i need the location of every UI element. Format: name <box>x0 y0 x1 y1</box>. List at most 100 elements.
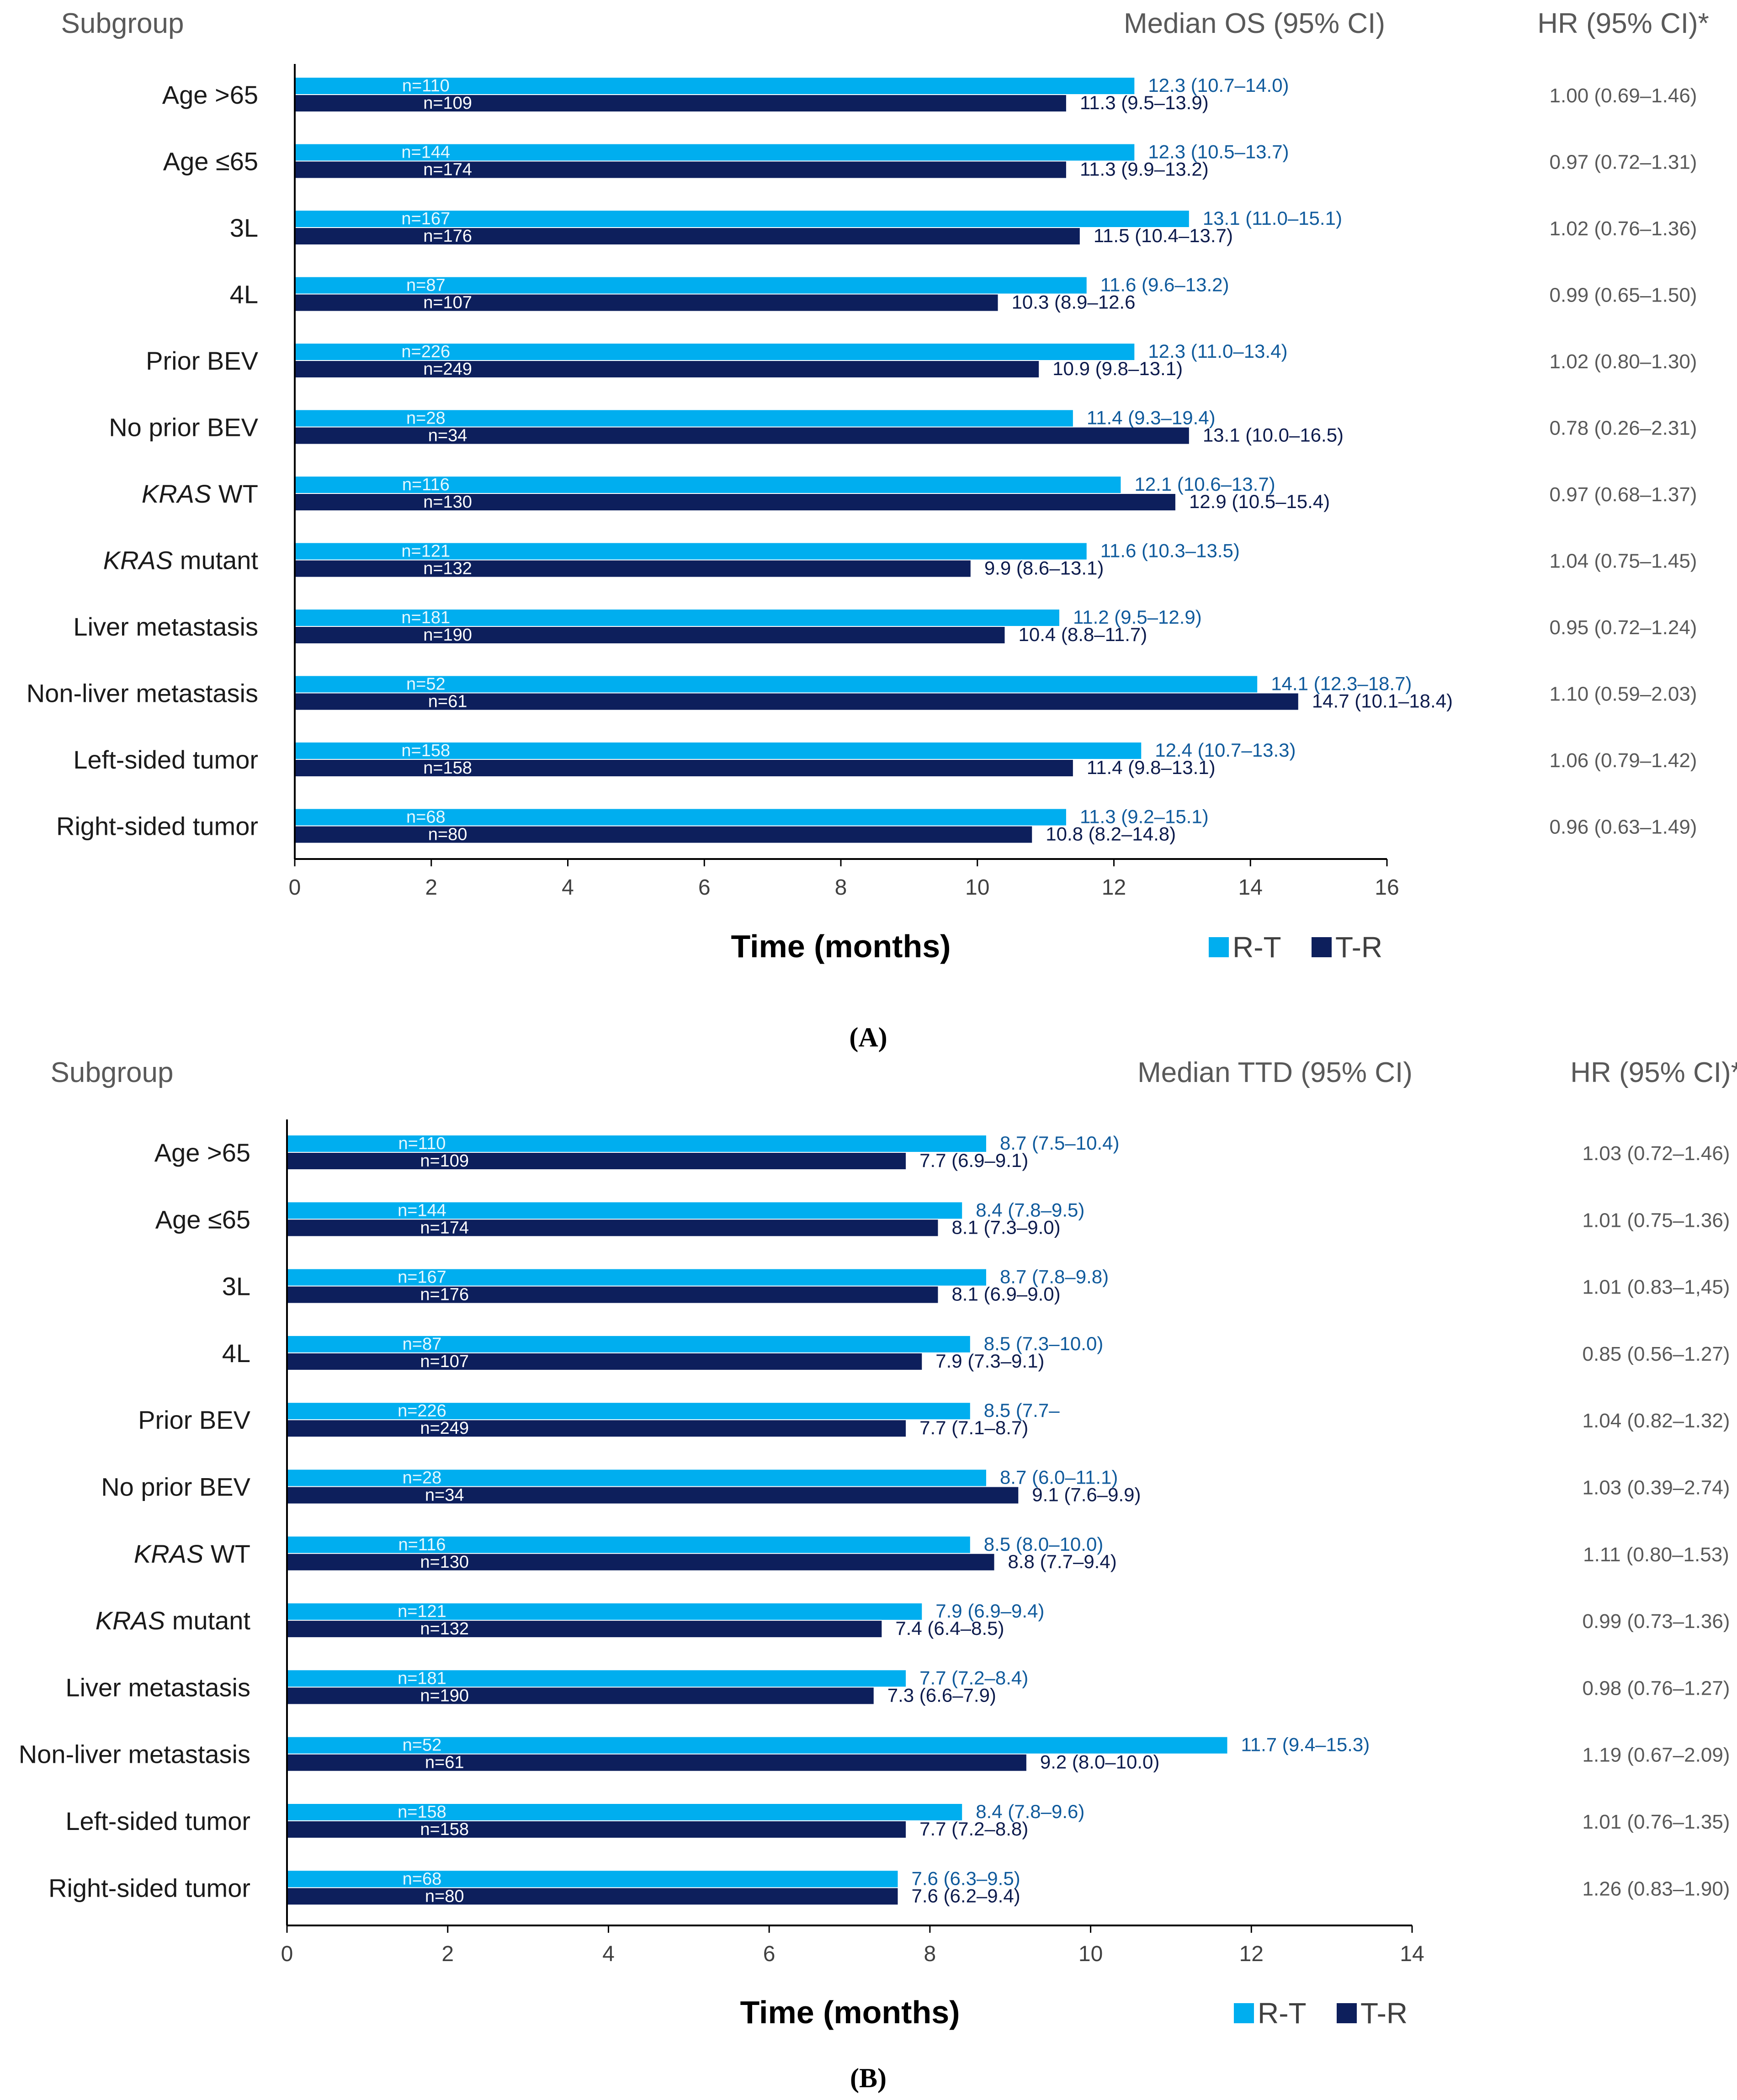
value-label-tr: 7.7 (7.1–8.7) <box>919 1417 1028 1438</box>
n-label-rt: n=226 <box>398 1401 446 1421</box>
bar-rt <box>287 1871 898 1888</box>
bar-tr <box>295 760 1073 776</box>
bar-tr <box>295 560 971 577</box>
x-tick-label: 14 <box>1238 875 1263 900</box>
n-label-tr: n=176 <box>420 1285 469 1305</box>
legend-label-tr: T-R <box>1335 931 1382 964</box>
bar-tr <box>287 1487 1019 1504</box>
x-tick-label: 2 <box>441 1942 454 1966</box>
header-median: Median TTD (95% CI) <box>1137 1057 1413 1088</box>
hr-value: 0.98 (0.76–1.27) <box>1583 1677 1730 1699</box>
bar-rt <box>287 1135 986 1152</box>
x-tick-label: 4 <box>602 1942 615 1966</box>
value-label-rt: 8.5 (8.0–10.0) <box>984 1533 1104 1555</box>
hr-value: 1.04 (0.82–1.32) <box>1583 1410 1730 1432</box>
n-label-tr: n=107 <box>423 293 472 313</box>
n-label-tr: n=176 <box>423 227 472 246</box>
category-label: Age >65 <box>162 80 258 109</box>
value-label-tr: 13.1 (10.0–16.5) <box>1203 424 1344 446</box>
hr-value: 1.10 (0.59–2.03) <box>1550 683 1697 705</box>
n-label-tr: n=61 <box>428 692 467 711</box>
n-label-tr: n=130 <box>420 1553 469 1572</box>
value-label-tr: 11.3 (9.5–13.9) <box>1080 92 1209 113</box>
value-label-rt: 12.3 (11.0–13.4) <box>1148 340 1287 362</box>
n-label-rt: n=68 <box>403 1869 442 1888</box>
bar-rt <box>287 1336 970 1352</box>
value-label-rt: 14.1 (12.3–18.7) <box>1271 673 1412 695</box>
value-label-tr: 10.3 (8.9–12.6 <box>1012 292 1136 313</box>
x-axis-title: Time (months) <box>740 1994 960 2030</box>
category-label: KRAS mutant <box>96 1606 251 1635</box>
category-label: Age ≤65 <box>155 1205 250 1234</box>
n-label-tr: n=34 <box>425 1486 464 1505</box>
category-label: Left-sided tumor <box>65 1807 250 1835</box>
x-tick-label: 12 <box>1239 1942 1264 1966</box>
bar-tr <box>295 427 1189 444</box>
bar-rt <box>295 742 1142 759</box>
n-label-rt: n=181 <box>401 608 450 627</box>
value-label-tr: 7.4 (6.4–8.5) <box>895 1617 1004 1639</box>
value-label-tr: 7.9 (7.3–9.1) <box>935 1350 1044 1372</box>
legend-swatch-tr <box>1312 937 1332 957</box>
bar-tr <box>295 627 1005 643</box>
legend-label-rt: R-T <box>1258 1997 1307 2030</box>
x-tick-label: 16 <box>1375 875 1399 900</box>
value-label-tr: 9.9 (8.6–13.1) <box>984 557 1104 579</box>
hr-value: 0.95 (0.72–1.24) <box>1550 616 1697 639</box>
header-hr: HR (95% CI)* <box>1537 8 1709 39</box>
n-label-rt: n=158 <box>398 1803 446 1822</box>
value-label-rt: 13.1 (11.0–15.1) <box>1203 207 1342 229</box>
value-label-rt: 11.3 (9.2–15.1) <box>1080 806 1209 827</box>
n-label-rt: n=167 <box>398 1268 446 1287</box>
n-label-tr: n=80 <box>428 825 467 844</box>
header-subgroup: Subgroup <box>51 1057 174 1088</box>
n-label-tr: n=158 <box>420 1820 469 1839</box>
n-label-tr: n=249 <box>423 360 472 379</box>
x-tick-label: 14 <box>1400 1942 1424 1966</box>
value-label-rt: 8.7 (7.5–10.4) <box>1000 1132 1120 1154</box>
n-label-tr: n=174 <box>420 1218 469 1237</box>
hr-value: 0.78 (0.26–2.31) <box>1550 417 1697 440</box>
n-label-tr: n=190 <box>420 1686 469 1705</box>
value-label-tr: 11.5 (10.4–13.7) <box>1094 225 1233 246</box>
value-label-rt: 11.4 (9.3–19.4) <box>1087 407 1216 429</box>
n-label-rt: n=226 <box>401 342 450 361</box>
category-label: Liver metastasis <box>65 1673 250 1702</box>
category-label: 3L <box>230 213 258 242</box>
bar-rt <box>295 477 1121 493</box>
bar-tr <box>295 361 1039 377</box>
x-tick-label: 6 <box>763 1942 776 1966</box>
category-label: No prior BEV <box>101 1473 250 1501</box>
legend-swatch-rt <box>1209 937 1229 957</box>
bar-rt <box>287 1469 986 1486</box>
n-label-rt: n=87 <box>406 276 446 295</box>
bar-tr <box>295 228 1080 244</box>
hr-value: 0.97 (0.72–1.31) <box>1550 151 1697 174</box>
bar-rt <box>287 1202 962 1219</box>
category-label: 3L <box>222 1272 250 1301</box>
category-label: Non-liver metastasis <box>19 1740 250 1769</box>
legend-label-tr: T-R <box>1360 1997 1408 2030</box>
n-label-rt: n=181 <box>398 1669 446 1688</box>
n-label-rt: n=144 <box>401 143 450 162</box>
hr-value: 1.11 (0.80–1.53) <box>1583 1543 1729 1566</box>
x-tick-label: 10 <box>965 875 989 900</box>
n-label-rt: n=121 <box>398 1602 446 1621</box>
hr-value: 1.02 (0.80–1.30) <box>1550 350 1697 373</box>
value-label-tr: 7.7 (6.9–9.1) <box>919 1150 1028 1171</box>
x-axis-title: Time (months) <box>731 928 951 964</box>
hr-value: 1.00 (0.69–1.46) <box>1550 85 1697 107</box>
bar-tr <box>287 1353 922 1370</box>
n-label-rt: n=28 <box>406 409 446 428</box>
value-label-tr: 8.1 (6.9–9.0) <box>951 1283 1060 1305</box>
bar-tr <box>287 1754 1026 1771</box>
x-tick-label: 6 <box>698 875 711 900</box>
value-label-rt: 11.6 (10.3–13.5) <box>1100 540 1240 562</box>
hr-value: 0.97 (0.68–1.37) <box>1550 483 1697 506</box>
value-label-tr: 7.7 (7.2–8.8) <box>919 1818 1028 1840</box>
n-label-tr: n=174 <box>423 160 472 180</box>
bar-tr <box>295 95 1066 111</box>
category-label: KRAS WT <box>134 1539 250 1568</box>
x-tick-label: 8 <box>835 875 847 900</box>
